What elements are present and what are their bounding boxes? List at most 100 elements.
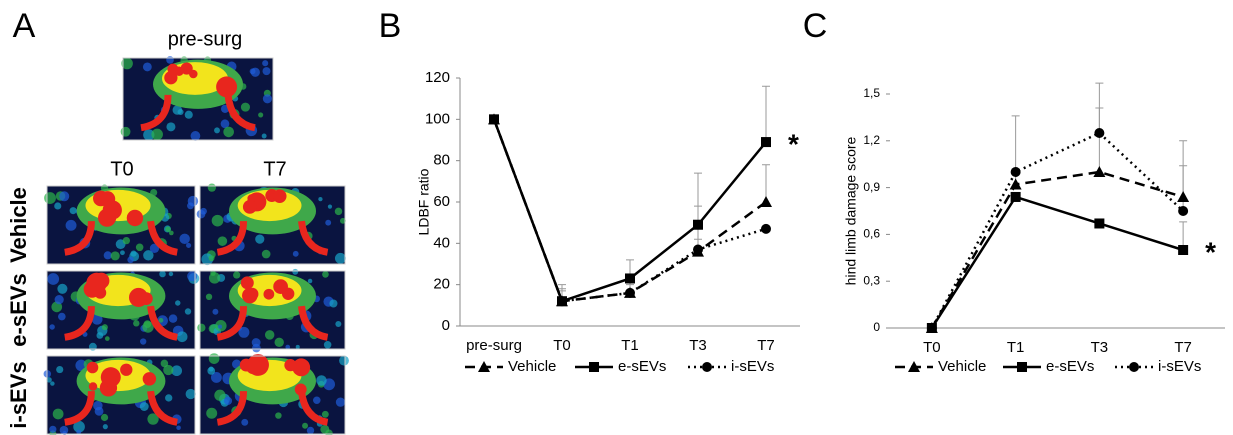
panel-label: C (803, 7, 828, 45)
speckle (176, 425, 181, 431)
speckle (49, 324, 55, 330)
speckle (211, 214, 224, 227)
y-tick-label: 0,3 (863, 273, 880, 287)
speckle (88, 342, 97, 351)
marker (761, 137, 771, 148)
hot-spot (240, 276, 254, 290)
speckle (306, 426, 315, 435)
y-tick-label: 60 (433, 193, 450, 210)
speckle (186, 242, 192, 248)
speckle (168, 230, 174, 236)
speckle (196, 209, 206, 219)
marker (693, 244, 703, 255)
x-tick-label: T1 (621, 337, 639, 354)
speckle (73, 420, 85, 433)
hot-spot (93, 190, 109, 207)
speckle (165, 394, 173, 402)
speckle (160, 359, 169, 368)
speckle (220, 119, 230, 129)
speckle (59, 191, 70, 202)
speckle (323, 341, 332, 349)
hot-spot (242, 199, 257, 214)
perfusion-image (46, 270, 200, 351)
hot-spot (272, 189, 287, 203)
marker (489, 114, 499, 125)
speckle (240, 102, 250, 112)
speckle (258, 112, 264, 118)
row-label: i-sEVs (6, 361, 31, 428)
panel-label: B (379, 7, 402, 45)
speckle (190, 131, 201, 141)
speckle (313, 396, 321, 405)
speckle (52, 408, 64, 420)
speckle (54, 295, 64, 305)
speckle (212, 308, 219, 315)
limb (298, 220, 329, 256)
legend-label: i-sEVs (731, 358, 774, 375)
row-label: Vehicle (6, 187, 31, 263)
limb (64, 305, 95, 341)
legend-marker (908, 361, 920, 372)
marker (926, 323, 937, 333)
speckle (56, 365, 64, 374)
marker (625, 273, 635, 284)
speckle (158, 317, 164, 323)
speckle (210, 270, 216, 276)
legend-marker (1017, 362, 1027, 372)
y-tick-label: 0,6 (863, 227, 880, 241)
speckle (335, 397, 346, 407)
speckle (47, 273, 60, 285)
hot-spot (142, 372, 157, 386)
speckle (214, 127, 220, 134)
marker (1094, 128, 1105, 138)
perfusion-image (197, 268, 346, 353)
perfusion-image (199, 353, 349, 435)
speckle (262, 60, 269, 67)
speckle (163, 364, 174, 376)
error-bar (694, 172, 702, 225)
speckle (334, 252, 346, 264)
speckle (93, 400, 103, 411)
y-tick-label: 20 (433, 276, 450, 293)
limb (224, 94, 256, 132)
x-tick-label: T7 (757, 337, 775, 354)
limb (64, 390, 95, 426)
speckle (339, 355, 349, 366)
speckle (121, 57, 133, 70)
marker (1093, 166, 1106, 177)
limb (216, 390, 247, 426)
speckle (322, 271, 329, 278)
speckle (274, 337, 284, 348)
error-bar (1011, 115, 1020, 172)
hot-spot (245, 358, 262, 375)
speckle (208, 353, 220, 364)
speckle (210, 372, 222, 383)
speckle (179, 233, 190, 245)
speckle (122, 236, 131, 245)
marker (1178, 206, 1189, 216)
speckle (295, 344, 300, 349)
speckle (120, 126, 131, 137)
y-tick-label: 100 (425, 110, 450, 127)
speckle (223, 396, 233, 405)
speckle (171, 365, 183, 377)
x-tick-label: T0 (553, 337, 571, 354)
perfusion-image (43, 355, 196, 435)
hot-spot (98, 208, 117, 227)
speckle (139, 338, 147, 345)
speckle (320, 424, 330, 434)
speckle (143, 129, 155, 141)
limb (140, 94, 172, 132)
speckle (285, 344, 291, 350)
speckle (339, 217, 346, 224)
marker (1177, 190, 1190, 202)
limb (216, 305, 247, 341)
series-line (930, 131, 1184, 329)
limb (147, 390, 179, 426)
speckle (44, 192, 56, 204)
speckle (166, 122, 176, 132)
x-tick-label: pre-surg (466, 337, 522, 354)
row-label: e-sEVs (6, 273, 31, 346)
x-tick-label: T7 (1174, 339, 1192, 356)
speckle (207, 366, 216, 375)
